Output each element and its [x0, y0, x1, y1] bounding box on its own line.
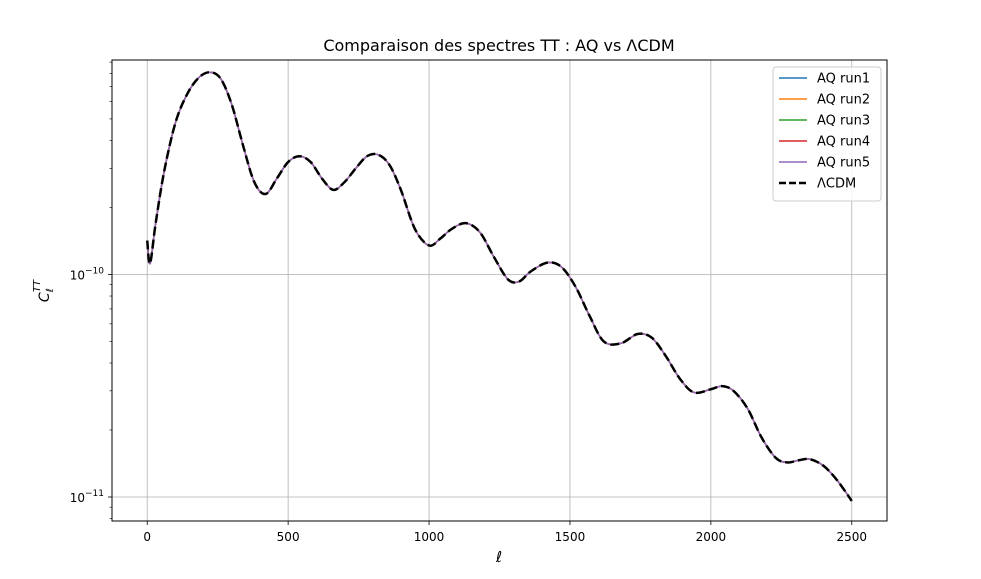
- y-axis-label-main: C: [37, 292, 53, 302]
- legend-entry-label: AQ run3: [817, 114, 870, 129]
- legend: AQ run1 AQ run2 AQ run3 AQ run4 AQ run5 ΛCDM: [772, 66, 882, 202]
- x-tick-label: 0: [143, 530, 151, 544]
- x-tick-label: 2000: [696, 530, 727, 544]
- y-axis: 10−11 10−10: [70, 266, 112, 505]
- grid-lines: [112, 60, 887, 521]
- legend-box: [772, 66, 882, 202]
- y-axis-label-superscript: TT: [32, 279, 43, 292]
- legend-entry-label: AQ run1: [817, 72, 870, 87]
- series-lines: [145, 71, 853, 502]
- y-axis-label-subscript: ℓ: [45, 288, 56, 292]
- legend-entry-label: AQ run5: [817, 156, 870, 171]
- x-tick-label: 2500: [836, 530, 867, 544]
- legend-entry-label: AQ run2: [817, 93, 870, 108]
- x-tick-label: 1000: [414, 530, 445, 544]
- chart-title: Comparaison des spectres TT : AQ vs ΛCDM: [323, 36, 674, 55]
- y-axis-label: CℓTT: [32, 279, 56, 302]
- series-line: [145, 71, 853, 502]
- legend-entry-label: ΛCDM: [817, 177, 856, 192]
- plot-frame: [111, 59, 888, 522]
- y-tick-label: 10−10: [70, 266, 105, 282]
- x-tick-label: 500: [277, 530, 300, 544]
- legend-entry-label: AQ run4: [817, 135, 870, 150]
- x-axis: 0 500 1000 1500 2000 2500: [143, 521, 867, 544]
- x-axis-label: ℓ: [495, 548, 502, 566]
- svg-text:CℓTT: CℓTT: [32, 279, 56, 302]
- y-tick-label: 10−11: [70, 489, 104, 505]
- x-tick-label: 1500: [555, 530, 586, 544]
